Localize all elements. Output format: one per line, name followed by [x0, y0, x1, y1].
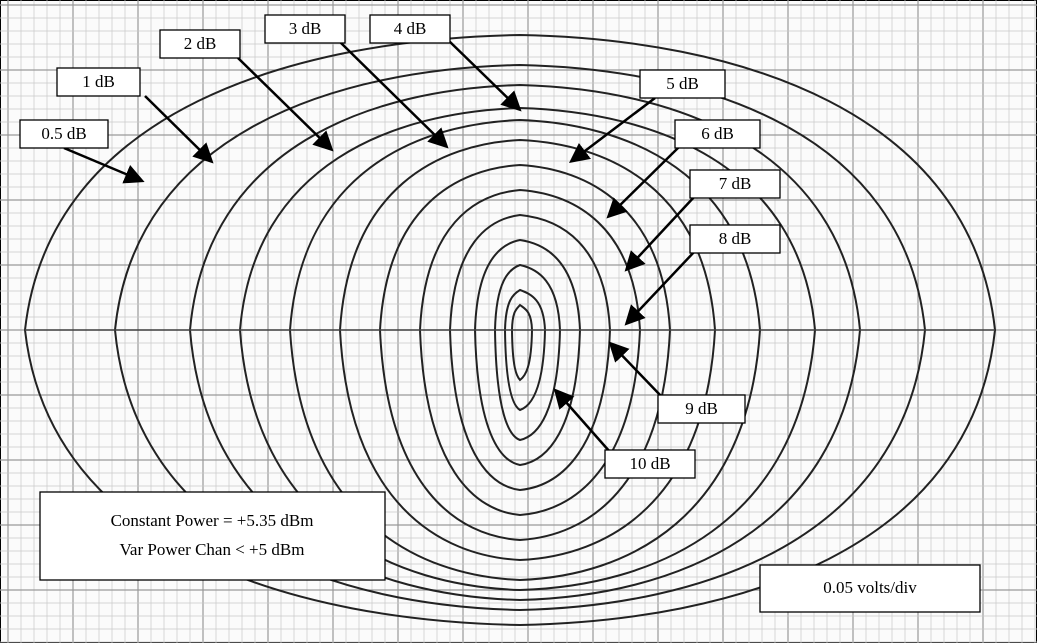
contour-plot: 0.5 dB 1 dB 2 dB 3 dB 4 dB 5 dB 6 dB 7 dB 8 dB 9 … [0, 0, 1037, 643]
db-label: 0.5 dB [41, 124, 86, 143]
db-label: 4 dB [394, 19, 427, 38]
db-label: 3 dB [289, 19, 322, 38]
db-label: 5 dB [666, 74, 699, 93]
scale-box: 0.05 volts/div [760, 565, 980, 612]
note-line: Var Power Chan < +5 dBm [120, 540, 305, 559]
db-label: 6 dB [701, 124, 734, 143]
note-box: Constant Power = +5.35 dBm Var Power Cha… [40, 492, 385, 580]
note-frame [40, 492, 385, 580]
db-label: 1 dB [82, 72, 115, 91]
note-line: Constant Power = +5.35 dBm [111, 511, 314, 530]
db-label: 7 dB [719, 174, 752, 193]
db-label: 10 dB [629, 454, 670, 473]
db-label: 8 dB [719, 229, 752, 248]
db-label: 9 dB [685, 399, 718, 418]
db-label: 2 dB [184, 34, 217, 53]
scale-text: 0.05 volts/div [823, 578, 917, 597]
